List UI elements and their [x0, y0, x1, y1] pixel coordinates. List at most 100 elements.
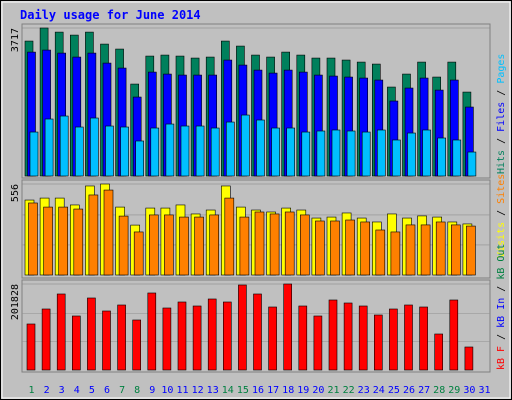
x-tick-label: 9	[149, 385, 155, 396]
bar	[102, 310, 111, 371]
legend-item: Files	[496, 102, 507, 132]
bar	[88, 194, 99, 276]
x-tick-label: 2	[44, 385, 50, 396]
bar	[315, 220, 325, 276]
bar	[209, 214, 219, 276]
bar	[90, 117, 99, 177]
bar	[43, 206, 53, 276]
x-tick-label: 18	[282, 385, 294, 396]
bar	[177, 301, 187, 371]
bar	[419, 306, 428, 371]
x-tick-label: 15	[237, 385, 249, 396]
bar	[376, 129, 386, 177]
bar	[254, 211, 265, 276]
bar	[59, 115, 69, 177]
bar	[256, 119, 265, 177]
bar	[133, 231, 144, 276]
x-tick-label: 27	[418, 385, 430, 396]
bar	[194, 216, 204, 276]
bar	[118, 215, 129, 276]
bar	[210, 127, 220, 177]
bar	[195, 125, 205, 177]
bar	[284, 211, 295, 276]
legend: Visits / Sites	[496, 174, 507, 258]
x-tick-label: 1	[28, 385, 34, 396]
legend: Hits / Files / Pages	[496, 54, 507, 174]
bar	[390, 231, 401, 276]
bar	[223, 301, 232, 371]
bar	[165, 123, 175, 177]
bar	[147, 292, 157, 371]
bar	[268, 306, 277, 371]
bar	[271, 127, 280, 177]
x-tick-label: 6	[104, 385, 110, 396]
x-tick-label: 26	[403, 385, 415, 396]
bar	[346, 130, 356, 177]
legend-item: Sites	[496, 174, 507, 204]
bar	[162, 307, 172, 371]
legend-item: Hits	[496, 150, 507, 174]
bar	[313, 315, 323, 371]
bar	[286, 127, 296, 177]
bar	[41, 308, 51, 371]
bar	[449, 299, 459, 371]
bar	[434, 333, 444, 371]
bar	[29, 131, 39, 177]
x-tick-label: 16	[252, 385, 264, 396]
bar	[224, 197, 235, 276]
bar	[75, 126, 84, 177]
bar	[180, 125, 190, 177]
bar	[360, 221, 371, 276]
bar	[375, 229, 386, 276]
bar	[135, 140, 144, 177]
legend: kB F / kB In / kB Out	[496, 244, 507, 370]
y-max-label: 201828	[10, 284, 21, 320]
bar	[435, 221, 446, 276]
bar	[392, 139, 401, 177]
bar	[407, 132, 416, 177]
bar	[28, 202, 38, 276]
bar	[466, 225, 476, 276]
bar	[253, 293, 262, 371]
bar	[299, 214, 310, 276]
x-tick-label: 13	[207, 385, 219, 396]
bar	[192, 305, 202, 371]
chart-title: Daily usage for June 2014	[20, 8, 201, 22]
x-tick-label: 4	[74, 385, 80, 396]
bar	[56, 293, 66, 371]
bar	[226, 121, 235, 177]
bar	[389, 308, 398, 371]
y-max-label: 556	[10, 184, 21, 202]
bar	[179, 216, 189, 276]
bar	[105, 125, 114, 177]
bar	[405, 224, 416, 276]
bar	[330, 220, 340, 276]
bar	[467, 151, 477, 177]
bar	[316, 130, 326, 177]
bar	[301, 131, 311, 177]
bar	[26, 323, 36, 371]
bar	[58, 206, 69, 276]
x-tick-label: 29	[448, 385, 460, 396]
bar	[404, 304, 413, 371]
bar	[239, 216, 250, 276]
bar	[150, 127, 160, 177]
x-tick-label: 30	[463, 385, 475, 396]
x-tick-label: 25	[388, 385, 400, 396]
legend-item: Pages	[496, 54, 507, 84]
bar	[331, 129, 341, 177]
bar	[345, 219, 355, 276]
bar	[452, 139, 462, 177]
bar	[164, 214, 174, 276]
x-tick-label: 28	[433, 385, 445, 396]
bar	[420, 224, 431, 276]
bar	[117, 304, 126, 371]
x-tick-label: 7	[119, 385, 125, 396]
x-tick-label: 21	[327, 385, 339, 396]
legend-item: Visits	[496, 222, 507, 258]
bar	[343, 302, 353, 371]
x-tick-label: 11	[176, 385, 188, 396]
bar	[72, 315, 81, 371]
